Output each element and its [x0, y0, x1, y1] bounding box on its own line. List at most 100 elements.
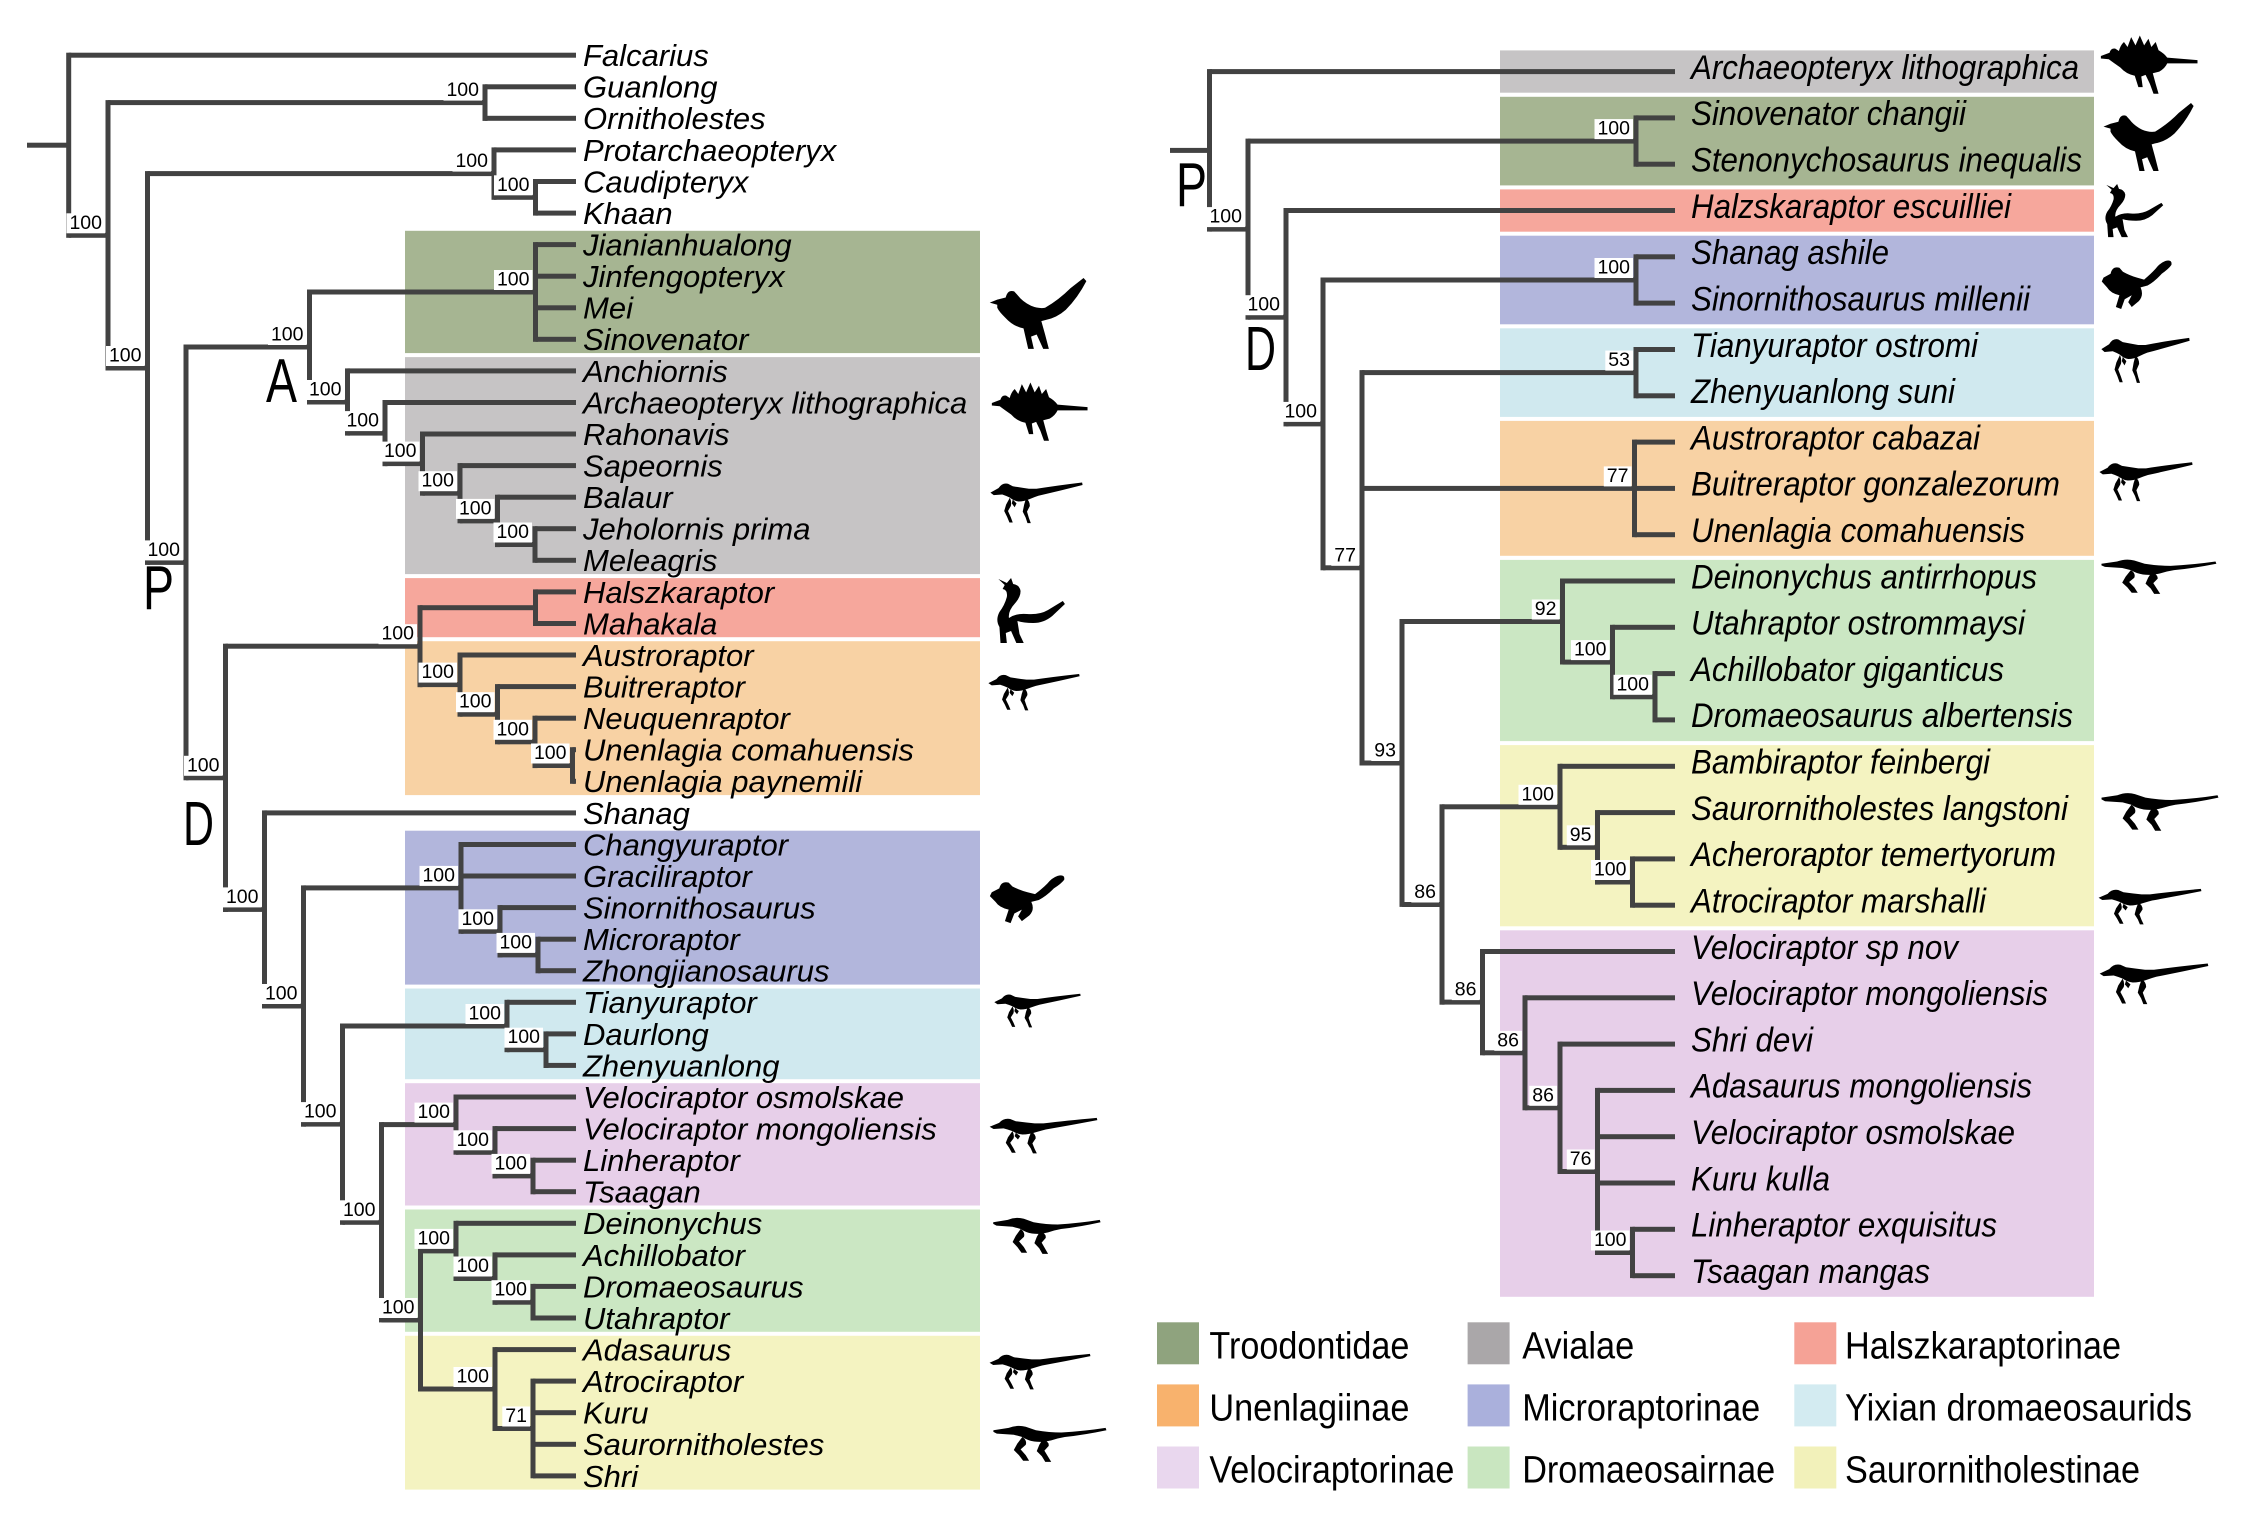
svg-text:Dromaeosaurus: Dromaeosaurus — [583, 1269, 804, 1304]
svg-text:100: 100 — [109, 345, 142, 367]
svg-text:100: 100 — [497, 269, 530, 291]
svg-text:Shri devi: Shri devi — [1691, 1021, 1814, 1059]
svg-text:53: 53 — [1608, 349, 1630, 371]
svg-text:100: 100 — [1574, 639, 1607, 661]
svg-text:100: 100 — [534, 742, 567, 764]
svg-text:Caudipteryx: Caudipteryx — [583, 164, 750, 199]
svg-text:Austroraptor cabazai: Austroraptor cabazai — [1689, 419, 1981, 457]
svg-text:Mahakala: Mahakala — [583, 606, 717, 641]
svg-text:Saurornitholestes langstoni: Saurornitholestes langstoni — [1691, 790, 2069, 828]
svg-text:Velociraptor osmolskae: Velociraptor osmolskae — [583, 1080, 904, 1115]
svg-text:100: 100 — [461, 908, 494, 930]
svg-text:Shanag: Shanag — [583, 796, 690, 831]
svg-text:92: 92 — [1535, 598, 1557, 620]
svg-text:A: A — [266, 347, 297, 416]
svg-text:Zhenyuanlong: Zhenyuanlong — [582, 1048, 780, 1083]
svg-text:Utahraptor ostrommaysi: Utahraptor ostrommaysi — [1691, 605, 2026, 643]
svg-text:Unenlagiinae: Unenlagiinae — [1209, 1388, 1409, 1430]
svg-text:Rahonavis: Rahonavis — [583, 417, 729, 452]
svg-text:100: 100 — [1616, 673, 1649, 695]
svg-text:Atrociraptor marshalli: Atrociraptor marshalli — [1689, 883, 1987, 921]
svg-text:100: 100 — [494, 1152, 527, 1174]
svg-text:P: P — [1176, 151, 1207, 220]
svg-text:Sinovenator changii: Sinovenator changii — [1691, 95, 1967, 133]
svg-text:Halzskaraptor escuilliei: Halzskaraptor escuilliei — [1691, 188, 2012, 226]
svg-text:Sinornithosaurus millenii: Sinornithosaurus millenii — [1691, 280, 2031, 318]
svg-text:86: 86 — [1497, 1029, 1519, 1051]
svg-text:Unenlagia comahuensis: Unenlagia comahuensis — [583, 733, 914, 768]
svg-text:100: 100 — [1597, 118, 1630, 140]
svg-text:100: 100 — [456, 1255, 489, 1277]
svg-text:Ornitholestes: Ornitholestes — [583, 101, 766, 136]
svg-text:Saurornitholestinae: Saurornitholestinae — [1845, 1450, 2140, 1492]
svg-text:Deinonychus antirrhopus: Deinonychus antirrhopus — [1691, 558, 2037, 596]
svg-text:P: P — [143, 554, 174, 623]
svg-text:Microraptorinae: Microraptorinae — [1522, 1388, 1760, 1430]
svg-text:Stenonychosaurus inequalis: Stenonychosaurus inequalis — [1691, 142, 2082, 180]
svg-text:Deinonychus: Deinonychus — [583, 1206, 762, 1241]
svg-text:Archaeopteryx lithographica: Archaeopteryx lithographica — [581, 385, 967, 420]
svg-text:Protarchaeopteryx: Protarchaeopteryx — [583, 133, 838, 168]
svg-text:100: 100 — [1521, 783, 1554, 805]
svg-text:100: 100 — [496, 718, 529, 740]
svg-text:Sinornithosaurus: Sinornithosaurus — [583, 891, 816, 926]
svg-text:Tianyuraptor ostromi: Tianyuraptor ostromi — [1691, 327, 1979, 365]
svg-text:100: 100 — [69, 212, 102, 234]
svg-text:100: 100 — [417, 1227, 450, 1249]
svg-text:100: 100 — [496, 521, 529, 543]
svg-text:100: 100 — [343, 1199, 376, 1221]
svg-text:Acheroraptor temertyorum: Acheroraptor temertyorum — [1689, 836, 2056, 874]
svg-text:95: 95 — [1570, 824, 1592, 846]
svg-text:Zhenyuanlong suni: Zhenyuanlong suni — [1690, 373, 1956, 411]
svg-text:100: 100 — [468, 1003, 501, 1025]
svg-text:86: 86 — [1532, 1084, 1554, 1106]
svg-text:100: 100 — [456, 1366, 489, 1388]
svg-text:Jinfengopteryx: Jinfengopteryx — [582, 259, 786, 294]
svg-text:77: 77 — [1334, 544, 1356, 566]
svg-text:Buitreraptor gonzalezorum: Buitreraptor gonzalezorum — [1691, 466, 2060, 504]
svg-text:100: 100 — [226, 886, 259, 908]
svg-text:Anchiornis: Anchiornis — [581, 354, 728, 389]
svg-text:Austroraptor: Austroraptor — [581, 638, 755, 673]
svg-text:Adasaurus mongoliensis: Adasaurus mongoliensis — [1689, 1068, 2032, 1106]
svg-text:Shanag ashile: Shanag ashile — [1691, 234, 1889, 272]
svg-text:100: 100 — [381, 623, 414, 645]
svg-text:Achillobator: Achillobator — [581, 1238, 747, 1273]
svg-text:100: 100 — [187, 754, 220, 776]
svg-text:100: 100 — [455, 150, 488, 172]
svg-text:100: 100 — [497, 174, 530, 196]
svg-text:100: 100 — [459, 497, 492, 519]
svg-text:100: 100 — [421, 470, 454, 492]
svg-text:100: 100 — [304, 1101, 337, 1123]
svg-text:76: 76 — [1570, 1148, 1592, 1170]
svg-text:Zhongjianosaurus: Zhongjianosaurus — [582, 954, 829, 989]
svg-text:100: 100 — [1594, 859, 1627, 881]
svg-text:86: 86 — [1414, 881, 1436, 903]
svg-text:100: 100 — [346, 410, 379, 432]
svg-text:Buitreraptor: Buitreraptor — [583, 670, 747, 705]
svg-text:100: 100 — [446, 79, 479, 101]
svg-text:100: 100 — [271, 324, 304, 346]
svg-text:100: 100 — [494, 1279, 527, 1301]
svg-text:100: 100 — [499, 931, 532, 953]
svg-text:Tsaagan mangas: Tsaagan mangas — [1691, 1253, 1930, 1291]
svg-text:Tsaagan: Tsaagan — [583, 1175, 701, 1210]
svg-text:Archaeopteryx lithographica: Archaeopteryx lithographica — [1689, 49, 2079, 87]
svg-text:100: 100 — [1247, 294, 1280, 316]
svg-text:Falcarius: Falcarius — [583, 38, 709, 73]
svg-text:Kuru kulla: Kuru kulla — [1691, 1160, 1830, 1198]
svg-text:Kuru: Kuru — [583, 1396, 648, 1431]
svg-text:Adasaurus: Adasaurus — [581, 1333, 731, 1368]
svg-text:Halszkaraptor: Halszkaraptor — [583, 575, 776, 610]
svg-text:Achillobator giganticus: Achillobator giganticus — [1689, 651, 2004, 689]
svg-text:100: 100 — [456, 1129, 489, 1151]
svg-text:Jeholornis prima: Jeholornis prima — [582, 512, 810, 547]
svg-text:100: 100 — [507, 1026, 540, 1048]
svg-text:Halszkaraptorinae: Halszkaraptorinae — [1845, 1326, 2121, 1368]
svg-text:Yixian dromaeosaurids: Yixian dromaeosaurids — [1845, 1388, 2192, 1430]
svg-text:100: 100 — [459, 691, 492, 713]
svg-text:Guanlong: Guanlong — [583, 70, 717, 105]
svg-text:Tianyuraptor: Tianyuraptor — [583, 985, 758, 1020]
svg-text:100: 100 — [265, 983, 298, 1005]
svg-text:100: 100 — [417, 1101, 450, 1123]
